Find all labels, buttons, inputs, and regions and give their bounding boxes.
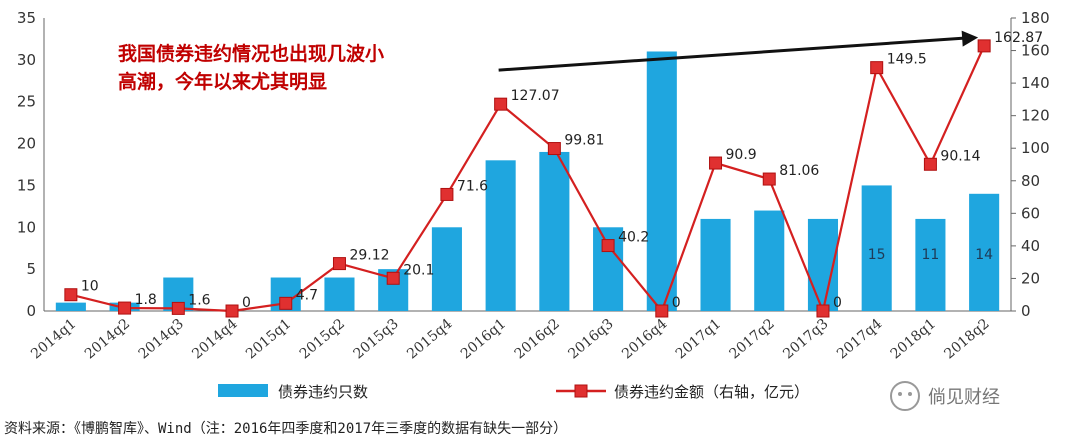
bar xyxy=(915,218,946,311)
y-right-tick-label: 140 xyxy=(1021,74,1050,92)
bar xyxy=(700,218,731,311)
y-right-tick-label: 0 xyxy=(1021,302,1031,320)
line-data-label: 10 xyxy=(81,279,99,295)
legend-bar-label: 债券违约只数 xyxy=(278,383,368,401)
line-point xyxy=(225,304,239,318)
y-left-tick-label: 20 xyxy=(17,135,36,153)
line-point xyxy=(118,301,132,315)
line-data-label: 40.2 xyxy=(618,230,649,246)
line-point xyxy=(655,304,669,318)
line-point xyxy=(762,172,776,186)
line-point xyxy=(386,271,400,285)
line-data-label: 0 xyxy=(833,295,842,311)
source-note: 资料来源：《博鹏智库》、Wind（注：2016年四季度和2017年三季度的数据有… xyxy=(4,420,567,437)
legend: 债券违约只数 债券违约金额（右轴，亿元） xyxy=(218,383,809,401)
legend-line-label: 债券违约金额（右轴，亿元） xyxy=(614,383,809,401)
watermark: 倘见财经 xyxy=(890,381,1000,411)
y-left-tick-label: 30 xyxy=(17,51,36,69)
line-point xyxy=(440,187,454,201)
bar xyxy=(646,51,677,311)
line-point xyxy=(332,257,346,271)
bar xyxy=(55,302,86,311)
line-data-label: 127.07 xyxy=(511,88,560,104)
y-right-tick-label: 60 xyxy=(1021,204,1040,222)
y-right-tick-label: 80 xyxy=(1021,172,1040,190)
y-left-tick-label: 5 xyxy=(26,260,36,278)
line-point xyxy=(64,288,78,302)
line-data-label: 90.14 xyxy=(940,148,980,164)
y-left-tick-label: 35 xyxy=(17,9,36,27)
line-data-label: 4.7 xyxy=(296,287,318,303)
y-right-tick-label: 100 xyxy=(1021,139,1050,157)
y-left-tick-label: 25 xyxy=(17,93,36,111)
line-point xyxy=(977,39,991,53)
y-left-tick-label: 15 xyxy=(17,176,36,194)
trend-arrow xyxy=(498,30,979,72)
y-right-tick-label: 40 xyxy=(1021,237,1040,255)
line-data-label: 81.06 xyxy=(779,163,819,179)
bar-data-label: 15 xyxy=(868,247,886,263)
line-point xyxy=(494,97,508,111)
line-point xyxy=(601,239,615,253)
bar xyxy=(324,277,355,311)
line-series xyxy=(64,39,991,318)
bar xyxy=(431,227,462,311)
bar xyxy=(485,160,516,311)
watermark-logo-dot-1 xyxy=(898,392,902,396)
line-data-label: 90.9 xyxy=(726,147,757,163)
watermark-logo-icon xyxy=(890,381,920,411)
line-data-label: 71.6 xyxy=(457,178,488,194)
trend-arrow-head xyxy=(961,30,979,47)
bar-data-label: 14 xyxy=(975,247,993,263)
annotation-line-1: 我国债券违约情况也出现几波小 xyxy=(118,42,384,65)
line-data-label: 0 xyxy=(672,295,681,311)
bar xyxy=(969,193,1000,311)
line-data-label: 29.12 xyxy=(349,248,389,264)
line-data-label: 99.81 xyxy=(564,133,604,149)
line-point xyxy=(171,301,185,315)
line-data-label: 0 xyxy=(242,295,251,311)
y-right-tick-label: 180 xyxy=(1021,9,1050,27)
bar xyxy=(861,185,892,311)
line-data-label: 1.6 xyxy=(188,292,210,308)
legend-bar-swatch xyxy=(218,384,268,397)
line-point xyxy=(870,61,884,75)
line-data-label: 149.5 xyxy=(887,52,927,68)
legend-line-marker xyxy=(574,384,588,398)
y-right-tick-label: 120 xyxy=(1021,107,1050,125)
bar xyxy=(754,210,785,311)
bar-series xyxy=(55,51,1000,311)
y-left-tick-label: 0 xyxy=(26,302,36,320)
y-left-tick-label: 10 xyxy=(17,218,36,236)
line-data-label: 1.8 xyxy=(135,292,157,308)
line-path xyxy=(70,45,986,315)
line-data-label: 162.87 xyxy=(994,30,1043,46)
watermark-text: 倘见财经 xyxy=(928,387,1000,408)
line-point xyxy=(709,156,723,170)
y-right-tick-label: 20 xyxy=(1021,269,1040,287)
watermark-logo-dot-2 xyxy=(908,392,912,396)
y-right-tick-label: 160 xyxy=(1021,42,1050,60)
line-data-label: 20.1 xyxy=(403,262,434,278)
line-point xyxy=(816,304,830,318)
bar xyxy=(539,151,570,311)
data-labels: 10 1.8 1.6 0 4.7 29.12 20.1 71.6 127.07 99.81 40.2… xyxy=(81,30,1043,311)
trend-arrow-shaft xyxy=(498,36,965,72)
line-point xyxy=(279,296,293,310)
bar-data-label: 11 xyxy=(922,247,940,263)
axes-frame xyxy=(43,18,1012,312)
line-point xyxy=(547,142,561,156)
line-point xyxy=(923,157,937,171)
annotation-line-2: 高潮，今年以来尤其明显 xyxy=(118,70,327,93)
